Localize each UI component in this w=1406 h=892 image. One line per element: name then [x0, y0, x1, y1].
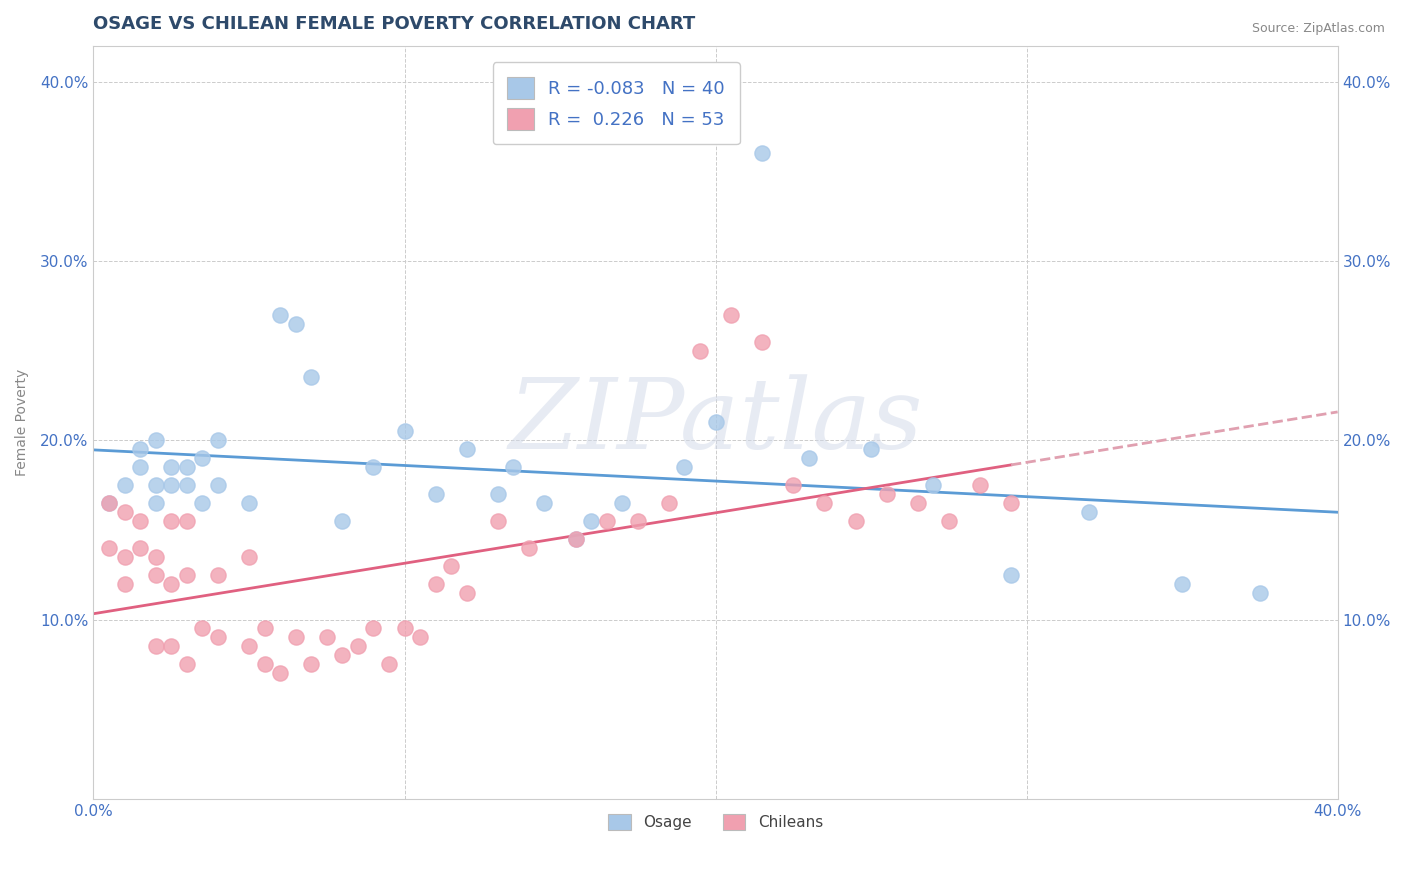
Point: [145, 433, 167, 447]
Point: [176, 514, 198, 528]
Point: [207, 631, 229, 645]
Point: [517, 541, 540, 555]
Point: [145, 549, 167, 564]
Point: [720, 308, 742, 322]
Point: [533, 496, 555, 510]
Point: [145, 640, 167, 654]
Point: [207, 433, 229, 447]
Point: [114, 576, 136, 591]
Point: [456, 585, 478, 599]
Text: ZIPatlas: ZIPatlas: [509, 375, 922, 470]
Point: [440, 558, 463, 573]
Point: [627, 514, 650, 528]
Point: [160, 640, 183, 654]
Point: [129, 541, 152, 555]
Point: [564, 532, 586, 546]
Point: [378, 657, 401, 672]
Point: [191, 622, 214, 636]
Point: [176, 478, 198, 492]
Point: [176, 460, 198, 475]
Point: [330, 648, 353, 663]
Point: [98, 496, 121, 510]
Point: [253, 622, 276, 636]
Point: [876, 487, 898, 501]
Point: [145, 496, 167, 510]
Point: [363, 460, 385, 475]
Point: [145, 478, 167, 492]
Point: [425, 487, 447, 501]
Point: [673, 460, 696, 475]
Point: [596, 514, 619, 528]
Point: [425, 576, 447, 591]
Point: [813, 496, 835, 510]
Point: [129, 460, 152, 475]
Point: [238, 640, 260, 654]
Point: [191, 496, 214, 510]
Point: [160, 514, 183, 528]
Point: [486, 487, 509, 501]
Point: [486, 514, 509, 528]
Point: [129, 442, 152, 457]
Point: [394, 622, 416, 636]
Point: [797, 451, 820, 466]
Point: [689, 343, 711, 358]
Point: [347, 640, 370, 654]
Point: [704, 415, 727, 429]
Point: [207, 478, 229, 492]
Point: [253, 657, 276, 672]
Point: [612, 496, 634, 510]
Point: [1249, 585, 1271, 599]
Point: [922, 478, 945, 492]
Point: [315, 631, 337, 645]
Point: [160, 460, 183, 475]
Legend: Osage, Chileans: Osage, Chileans: [602, 808, 830, 837]
Point: [114, 549, 136, 564]
Point: [238, 496, 260, 510]
Point: [114, 505, 136, 519]
Point: [238, 549, 260, 564]
Point: [160, 576, 183, 591]
Point: [176, 657, 198, 672]
Point: [129, 514, 152, 528]
Text: OSAGE VS CHILEAN FEMALE POVERTY CORRELATION CHART: OSAGE VS CHILEAN FEMALE POVERTY CORRELAT…: [93, 15, 696, 33]
Point: [782, 478, 804, 492]
Point: [269, 308, 291, 322]
Point: [1000, 567, 1022, 582]
Point: [860, 442, 883, 457]
Point: [751, 146, 773, 161]
Point: [160, 478, 183, 492]
Y-axis label: Female Poverty: Female Poverty: [15, 368, 30, 475]
Text: Source: ZipAtlas.com: Source: ZipAtlas.com: [1251, 22, 1385, 36]
Point: [114, 478, 136, 492]
Point: [299, 657, 322, 672]
Point: [284, 631, 307, 645]
Point: [269, 666, 291, 681]
Point: [564, 532, 586, 546]
Point: [394, 424, 416, 438]
Point: [502, 460, 524, 475]
Point: [145, 567, 167, 582]
Point: [1077, 505, 1099, 519]
Point: [969, 478, 991, 492]
Point: [938, 514, 960, 528]
Point: [363, 622, 385, 636]
Point: [330, 514, 353, 528]
Point: [299, 370, 322, 384]
Point: [191, 451, 214, 466]
Point: [207, 567, 229, 582]
Point: [176, 567, 198, 582]
Point: [658, 496, 681, 510]
Point: [409, 631, 432, 645]
Point: [907, 496, 929, 510]
Point: [456, 442, 478, 457]
Point: [579, 514, 602, 528]
Point: [98, 496, 121, 510]
Point: [98, 541, 121, 555]
Point: [1000, 496, 1022, 510]
Point: [844, 514, 866, 528]
Point: [751, 334, 773, 349]
Point: [284, 317, 307, 331]
Point: [1171, 576, 1194, 591]
